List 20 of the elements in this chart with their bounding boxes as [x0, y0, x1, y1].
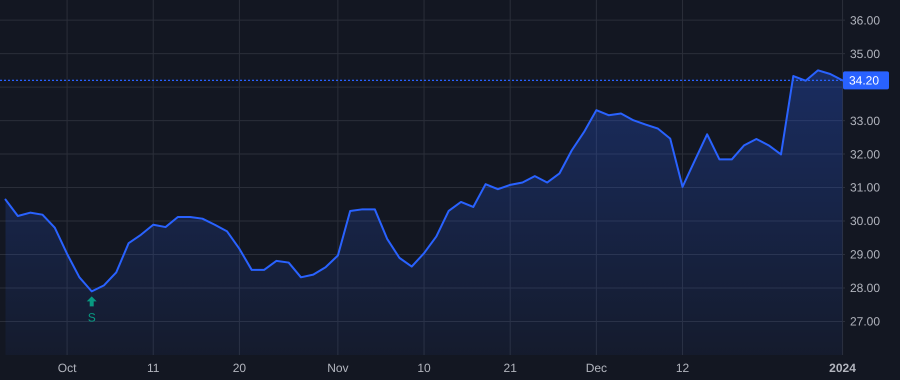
x-tick-label: 10: [417, 361, 432, 375]
x-tick-label: 11: [147, 361, 160, 375]
y-tick-label: 29.00: [850, 248, 880, 262]
y-tick-label: 27.00: [850, 314, 880, 329]
y-tick-label: 31.00: [850, 180, 880, 195]
y-tick-label: 30.00: [850, 214, 880, 228]
y-tick-label: 32.00: [850, 147, 880, 162]
y-tick-label: 36.00: [850, 13, 880, 28]
x-tick-label: Nov: [327, 361, 349, 375]
x-tick-label: 12: [676, 361, 690, 375]
x-tick-label: 20: [232, 361, 246, 375]
y-tick-label: 35.00: [850, 46, 880, 61]
x-tick-label: Dec: [586, 361, 608, 375]
annotation: S: [88, 310, 96, 324]
y-tick-label: 33.00: [850, 114, 880, 128]
x-tick-label: 2024: [829, 361, 856, 375]
x-tick-label: Oct: [58, 361, 78, 375]
y-tick-label: 28.00: [850, 281, 880, 296]
ref-line-label: 34.20: [849, 74, 880, 88]
x-tick-label: 21: [504, 361, 518, 375]
